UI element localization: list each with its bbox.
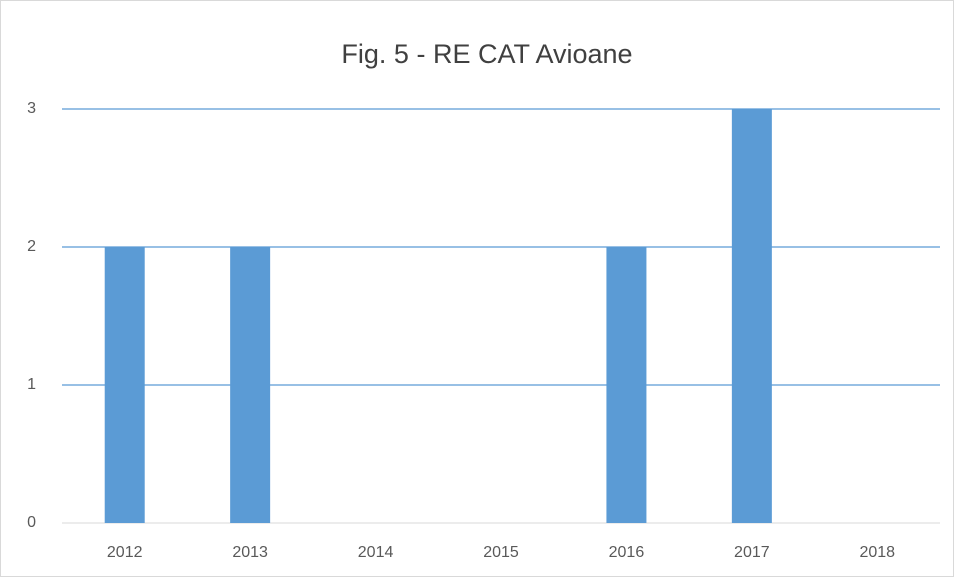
- chart-title: Fig. 5 - RE CAT Avioane: [341, 39, 632, 69]
- y-tick-label: 1: [27, 376, 36, 393]
- y-tick-label: 0: [27, 514, 36, 531]
- bar: [104, 247, 145, 523]
- bar: [230, 247, 271, 523]
- x-tick-label: 2016: [609, 544, 645, 561]
- x-tick-label: 2018: [859, 544, 895, 561]
- y-tick-label: 3: [27, 100, 36, 117]
- bar: [606, 247, 647, 523]
- y-tick-label: 2: [27, 238, 36, 255]
- x-tick-label: 2014: [358, 544, 394, 561]
- x-tick-label: 2017: [734, 544, 770, 561]
- x-tick-label: 2015: [483, 544, 519, 561]
- x-tick-label: 2012: [107, 544, 143, 561]
- x-tick-label: 2013: [232, 544, 268, 561]
- bar: [731, 109, 772, 523]
